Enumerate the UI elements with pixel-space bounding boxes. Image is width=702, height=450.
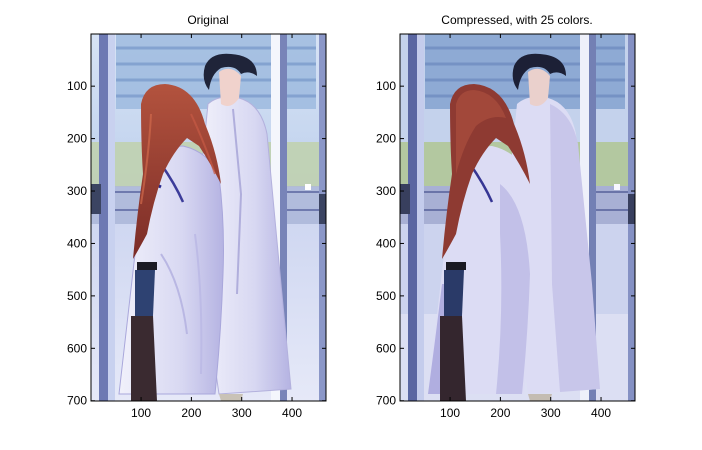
photo-original	[91, 34, 326, 401]
x-tick-label: 100	[131, 406, 151, 420]
photo-compressed	[400, 34, 635, 401]
shorts	[444, 270, 464, 316]
axes-frame-compressed	[399, 33, 636, 402]
x-ticks-compressed: 100 200 300 400	[440, 34, 611, 420]
x-tick-label: 300	[541, 406, 561, 420]
axes-title-compressed: Compressed, with 25 colors.	[441, 13, 592, 27]
y-tick-label: 600	[67, 341, 87, 355]
y-tick-label: 700	[67, 394, 87, 408]
y-tick-label: 700	[376, 394, 396, 408]
figure-man	[508, 53, 600, 401]
y-ticks-original: 100 200 300 400 500 600 700	[67, 79, 326, 408]
y-ticks-compressed: 100 200 300 400 500 600 700	[376, 79, 635, 408]
axes-compressed: Compressed, with 25 colors.	[376, 13, 636, 420]
y-tick-label: 300	[67, 184, 87, 198]
y-tick-label: 300	[376, 184, 396, 198]
axes-frame-original	[90, 33, 327, 402]
window-frame-left	[408, 34, 417, 401]
stockings	[131, 316, 157, 401]
window-frame-left	[99, 34, 108, 401]
y-tick-label: 500	[67, 289, 87, 303]
x-tick-label: 100	[440, 406, 460, 420]
y-tick-label: 100	[67, 79, 87, 93]
window-frame-right	[280, 34, 287, 401]
y-tick-label: 100	[376, 79, 396, 93]
y-tick-label: 600	[376, 341, 396, 355]
y-tick-label: 400	[376, 236, 396, 250]
figure-man	[198, 53, 292, 401]
y-tick-label: 200	[376, 132, 396, 146]
x-tick-label: 300	[232, 406, 252, 420]
figure-woman	[428, 84, 533, 401]
y-tick-label: 400	[67, 236, 87, 250]
y-tick-label: 200	[67, 132, 87, 146]
stockings	[440, 316, 466, 401]
hair-red	[133, 84, 221, 259]
y-tick-label: 500	[376, 289, 396, 303]
shorts	[135, 270, 155, 316]
x-ticks-original: 100 200 300 400	[131, 34, 302, 420]
figure-woman	[118, 84, 224, 401]
x-tick-label: 200	[490, 406, 510, 420]
x-tick-label: 400	[591, 406, 611, 420]
axes-title-original: Original	[187, 13, 228, 27]
x-tick-label: 200	[181, 406, 201, 420]
window-frame-right	[589, 34, 596, 401]
axes-original: Original	[67, 13, 327, 420]
x-tick-label: 400	[282, 406, 302, 420]
